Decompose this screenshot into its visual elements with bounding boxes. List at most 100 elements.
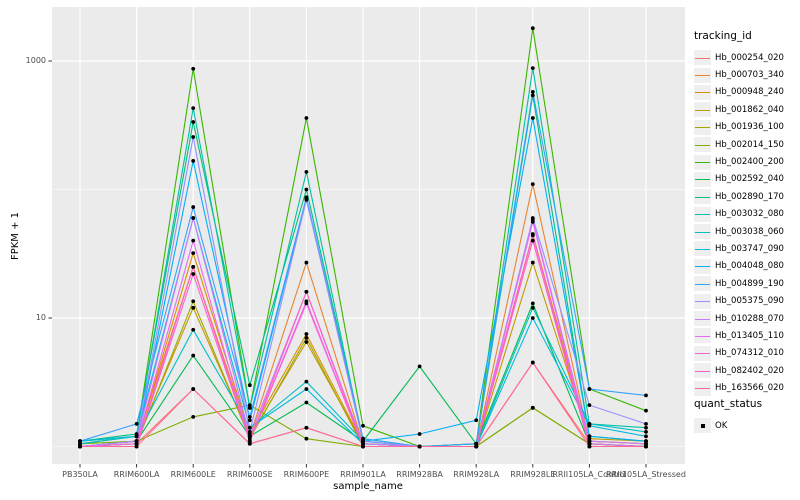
plot-area-svg — [48, 7, 685, 468]
legend-entry-Hb_001936_100: Hb_001936_100 — [694, 119, 800, 136]
x-tick-label: RRIM600SE — [226, 470, 273, 479]
data-point — [247, 439, 252, 444]
x-tick-label: PB350LA — [62, 470, 98, 479]
y-axis-title: FPKM + 1 — [10, 211, 21, 261]
data-point — [530, 238, 535, 243]
legend-key-line-icon — [694, 345, 711, 361]
data-point — [191, 299, 196, 304]
legend-entry-label: Hb_000703_340 — [715, 70, 784, 81]
data-point — [417, 364, 422, 369]
legend-key-line-icon — [694, 84, 711, 100]
legend-key-line-icon — [694, 224, 711, 240]
legend-key-line-icon — [694, 189, 711, 205]
legend-entry-label: Hb_002400_200 — [715, 157, 784, 168]
legend-entry-quant-OK: OK — [694, 417, 800, 434]
legend-entry-Hb_010288_070: Hb_010288_070 — [694, 310, 800, 327]
data-point — [530, 405, 535, 410]
data-point — [304, 195, 309, 200]
legend-key-line-icon — [694, 363, 711, 379]
data-point — [644, 429, 648, 434]
data-point — [644, 393, 648, 398]
data-point — [191, 205, 196, 209]
legend-entry-label: Hb_013405_110 — [715, 330, 784, 341]
x-tick-label: RRIM600LA — [113, 470, 160, 479]
legend-entry-label: Hb_002014_150 — [715, 139, 784, 150]
legend-entry-label: Hb_003747_090 — [715, 243, 784, 254]
data-point — [134, 444, 139, 449]
chart-panel — [52, 7, 685, 464]
legend-entry-Hb_000254_020: Hb_000254_020 — [694, 49, 800, 66]
data-point — [587, 434, 592, 439]
legend-key-line-icon — [694, 137, 711, 153]
legend-entry-label: Hb_000254_020 — [715, 52, 784, 63]
data-point — [644, 434, 648, 439]
data-point — [304, 336, 309, 340]
data-point — [304, 340, 309, 344]
data-point — [247, 441, 252, 446]
legend-entry-label: Hb_004899_190 — [715, 278, 784, 289]
data-point — [134, 421, 139, 426]
data-point — [304, 400, 309, 405]
data-point — [644, 425, 648, 430]
data-point — [247, 418, 252, 423]
legend-entry-label: Hb_002592_040 — [715, 174, 784, 185]
data-point — [304, 425, 309, 430]
data-point — [530, 260, 535, 265]
legend-entry-Hb_005375_090: Hb_005375_090 — [694, 292, 800, 309]
data-point — [191, 216, 196, 220]
data-point — [644, 444, 648, 449]
data-point — [587, 439, 592, 444]
legend-title-quant-status: quant_status — [694, 398, 763, 410]
data-point — [191, 272, 196, 276]
data-point — [587, 423, 592, 428]
legend-key-line-icon — [694, 119, 711, 135]
data-point — [78, 441, 82, 446]
data-point — [644, 408, 648, 413]
data-point — [530, 316, 535, 320]
legend-entry-Hb_002014_150: Hb_002014_150 — [694, 136, 800, 153]
data-point — [530, 305, 535, 310]
legend-key-line-icon — [694, 50, 711, 66]
data-point — [247, 425, 252, 430]
legend-entry-Hb_082402_020: Hb_082402_020 — [694, 362, 800, 379]
data-point — [304, 289, 309, 294]
legend-key-line-icon — [694, 171, 711, 187]
legend-entry-Hb_001862_040: Hb_001862_040 — [694, 101, 800, 118]
data-point — [530, 360, 535, 365]
data-point — [247, 429, 252, 434]
data-point — [644, 441, 648, 446]
legend-entry-Hb_013405_110: Hb_013405_110 — [694, 327, 800, 344]
data-point — [247, 383, 252, 388]
legend-entry-Hb_004048_080: Hb_004048_080 — [694, 258, 800, 275]
data-point — [417, 432, 422, 436]
data-point — [191, 238, 196, 243]
legend-key-line-icon — [694, 380, 711, 396]
legend-key-line-icon — [694, 154, 711, 170]
data-point — [644, 439, 648, 444]
data-point — [247, 414, 252, 419]
data-point — [304, 170, 309, 174]
legend-entry-label: Hb_074312_010 — [715, 348, 784, 359]
x-tick-label: RRII105LA_Control — [552, 470, 627, 479]
legend-key-line-icon — [694, 206, 711, 222]
data-point — [587, 441, 592, 446]
data-point — [304, 197, 309, 202]
data-point — [134, 439, 139, 444]
legend-entry-label: Hb_002890_170 — [715, 191, 784, 202]
legend-entry-label: Hb_001862_040 — [715, 104, 784, 115]
legend-entry-Hb_002400_200: Hb_002400_200 — [694, 153, 800, 170]
data-point — [247, 403, 252, 407]
data-point — [361, 439, 365, 444]
data-point — [530, 66, 535, 71]
legend-title-tracking-id: tracking_id — [694, 30, 752, 42]
legend-entry-label: Hb_000948_240 — [715, 87, 784, 98]
legend-entry-Hb_000948_240: Hb_000948_240 — [694, 84, 800, 101]
data-point — [134, 441, 139, 446]
x-tick-label: RRIM600LE — [170, 470, 216, 479]
data-point — [530, 233, 535, 238]
legend-quant-status: quant_status OK — [694, 398, 800, 434]
data-point — [530, 26, 535, 31]
legend-entry-label: Hb_003038_060 — [715, 226, 784, 237]
legend-entry-label: Hb_163566_020 — [715, 383, 784, 394]
